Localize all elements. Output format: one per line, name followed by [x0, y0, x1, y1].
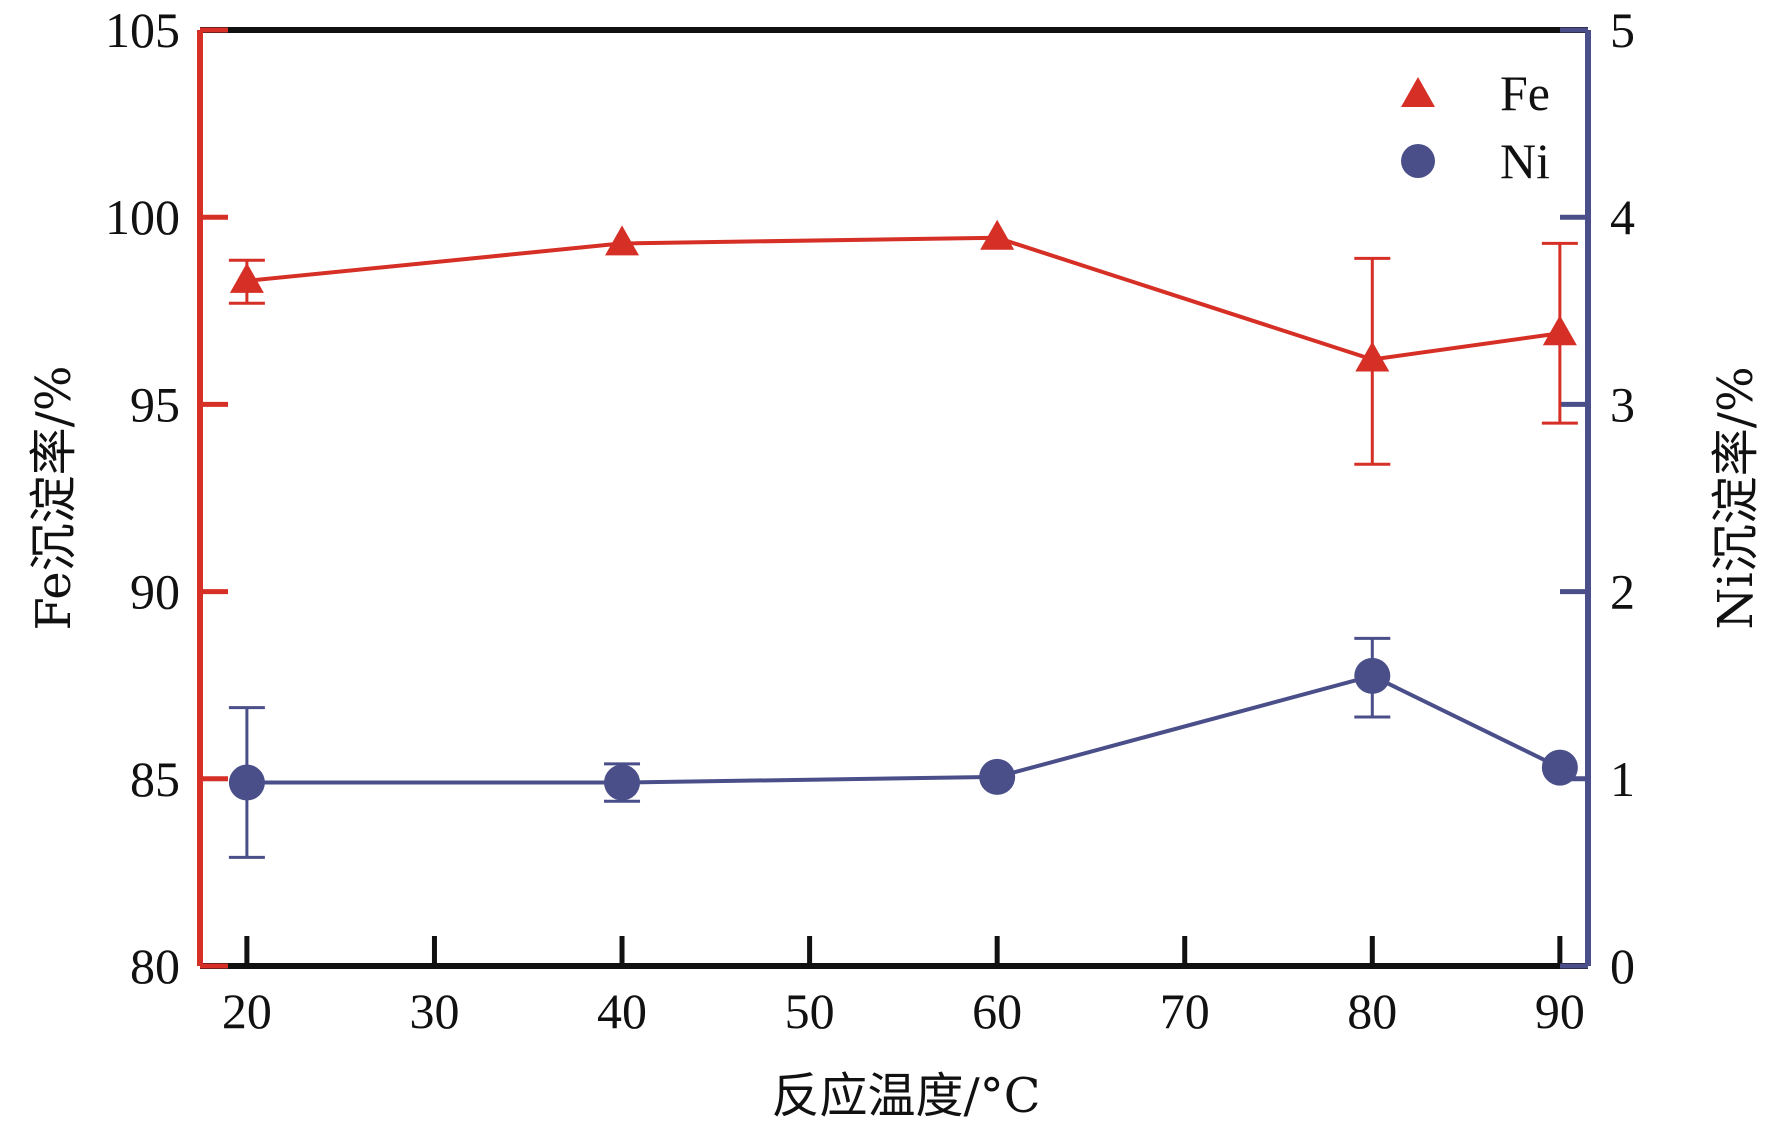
ni-data-point: [228, 764, 265, 801]
ni-data-point: [1354, 657, 1391, 694]
x-tick-label: 90: [1535, 983, 1585, 1039]
left-y-tick-label: 90: [130, 564, 180, 620]
legend-fe-marker: [1401, 77, 1435, 107]
left-y-tick-label: 100: [105, 189, 180, 245]
legend: Fe Ni: [1401, 65, 1550, 189]
x-tick-label: 50: [785, 983, 835, 1039]
series-layer: [228, 219, 1578, 859]
x-axis-title: 反应温度/°C: [772, 1068, 1041, 1124]
x-tick-label: 70: [1160, 983, 1210, 1039]
right-y-tick-label: 1: [1610, 751, 1635, 807]
left-y-tick-label: 80: [130, 938, 180, 994]
ni-data-point: [1541, 749, 1578, 786]
left-y-axis-title: Fe沉淀率/%: [26, 366, 82, 631]
x-tick-label: 30: [409, 983, 459, 1039]
legend-ni-label: Ni: [1500, 133, 1550, 189]
ni-data-point: [604, 764, 641, 801]
left-y-axis-ticks: 80 85 90 95 100 105: [105, 2, 228, 994]
left-y-tick-label: 105: [105, 2, 180, 58]
x-tick-label: 80: [1347, 983, 1397, 1039]
right-y-axis-title: Ni沉淀率/%: [1708, 366, 1764, 629]
x-tick-label: 60: [972, 983, 1022, 1039]
ni-data-point: [979, 758, 1016, 795]
right-y-tick-label: 2: [1610, 564, 1635, 620]
legend-fe-label: Fe: [1500, 65, 1550, 121]
right-y-axis-ticks: 0 1 2 3 4 5: [1560, 2, 1635, 994]
fe-data-point: [1355, 341, 1390, 372]
right-y-tick-label: 5: [1610, 2, 1635, 58]
ni-series-line: [246, 673, 1561, 785]
fe-series-line: [246, 235, 1561, 362]
left-y-tick-label: 85: [130, 751, 180, 807]
x-tick-label: 40: [597, 983, 647, 1039]
x-tick-label: 20: [222, 983, 272, 1039]
left-y-tick-label: 95: [130, 376, 180, 432]
x-axis-ticks: 20 30 40 50 60 70 80 90: [222, 936, 1585, 1039]
right-y-tick-label: 3: [1610, 376, 1635, 432]
fe-data-point: [229, 262, 264, 293]
fe-data-point: [1542, 315, 1577, 346]
right-y-tick-label: 4: [1610, 189, 1635, 245]
right-y-tick-label: 0: [1610, 938, 1635, 994]
fe-data-point: [605, 225, 640, 256]
legend-ni-marker: [1401, 144, 1435, 178]
fe-data-point: [980, 219, 1015, 250]
